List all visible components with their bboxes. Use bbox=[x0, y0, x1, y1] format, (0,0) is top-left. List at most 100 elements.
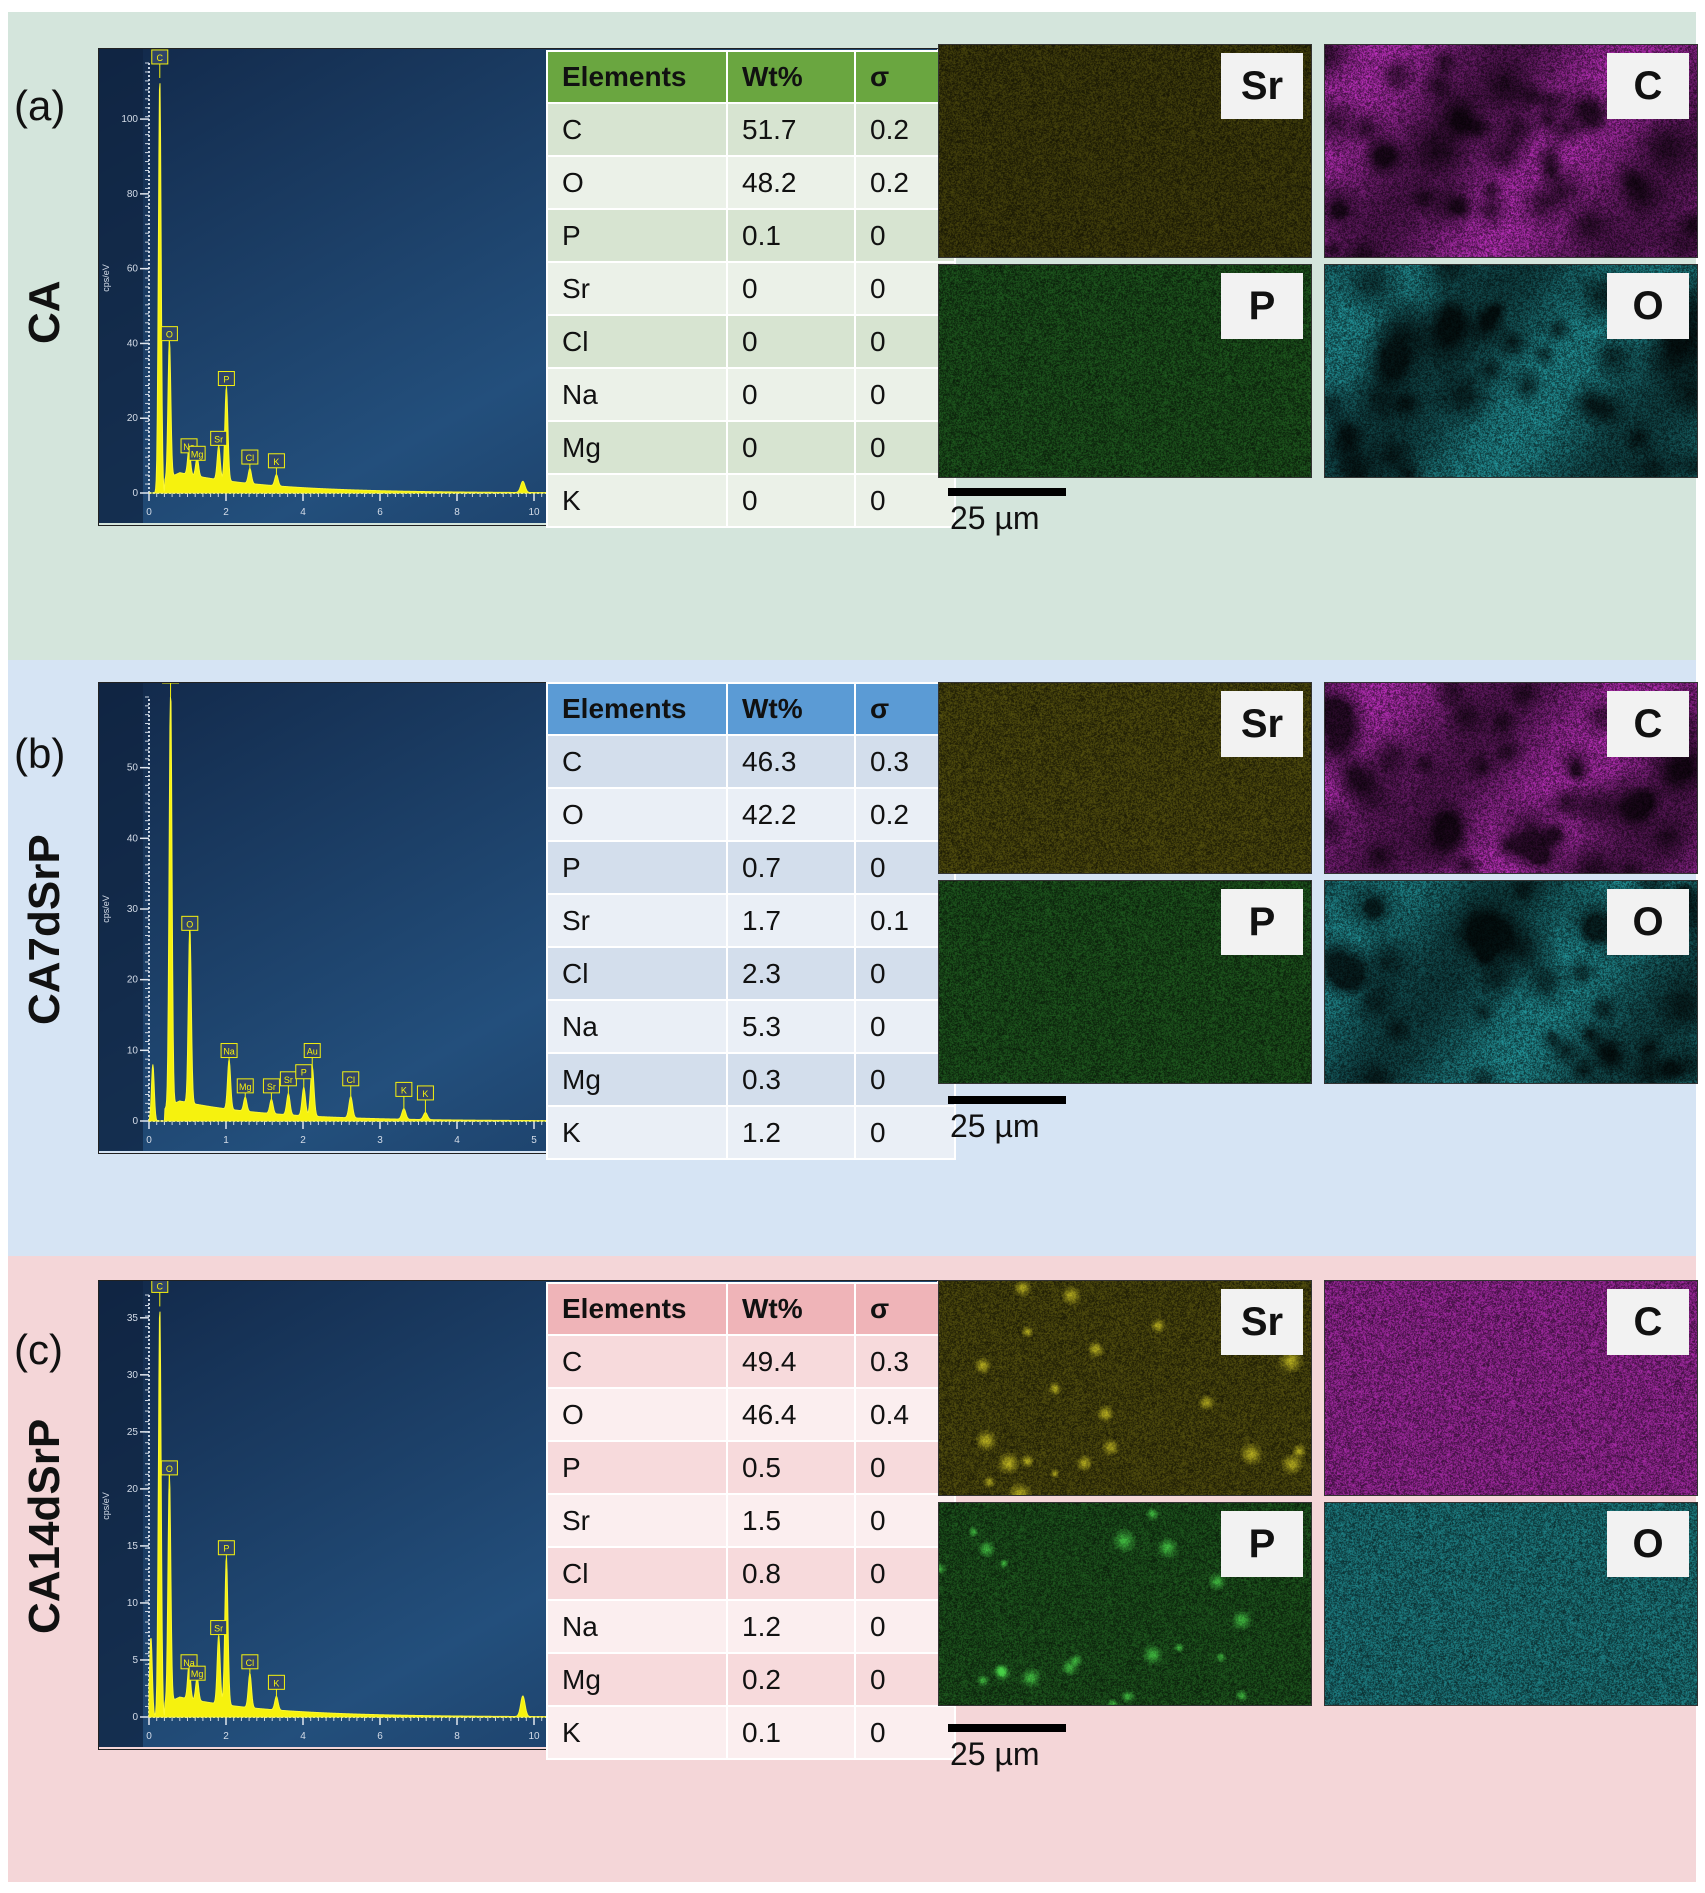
x-tick-label: 2 bbox=[223, 1731, 229, 1742]
wt-cell: 51.7 bbox=[726, 102, 856, 157]
table-row: Sr 0 0 bbox=[546, 261, 956, 316]
peak-label: Sr bbox=[214, 1624, 223, 1634]
peak-Au: Au bbox=[303, 1043, 321, 1072]
peak-K: K bbox=[267, 453, 285, 482]
y-tick-label: 5 bbox=[132, 1655, 138, 1666]
peak-K: K bbox=[267, 1674, 285, 1704]
x-tick-label: 0 bbox=[146, 1135, 152, 1146]
element-cell: Mg bbox=[546, 1052, 728, 1107]
table-row: Na 1.2 0 bbox=[546, 1599, 956, 1654]
y-tick-label: 20 bbox=[127, 413, 139, 424]
axis-strip bbox=[99, 49, 143, 523]
table-row: P 0.7 0 bbox=[546, 840, 956, 895]
peak-label-box bbox=[395, 1081, 413, 1097]
header-cell: Wt% bbox=[726, 50, 856, 104]
element-cell: O bbox=[546, 155, 728, 210]
map-label: O bbox=[1607, 1511, 1689, 1577]
peak-label: Mg bbox=[191, 1669, 204, 1679]
map-label: P bbox=[1221, 889, 1303, 955]
peak-label-box bbox=[188, 1665, 206, 1681]
wt-cell: 0.1 bbox=[726, 208, 856, 263]
map-label: P bbox=[1221, 273, 1303, 339]
peak-label: P bbox=[223, 375, 229, 385]
peak-label-box bbox=[210, 1620, 228, 1636]
peak-K: K bbox=[395, 1081, 413, 1111]
element-cell: K bbox=[546, 1705, 728, 1760]
peak-label: K bbox=[273, 1678, 279, 1688]
element-cell: Na bbox=[546, 367, 728, 422]
axis-strip bbox=[99, 683, 143, 1151]
y-tick-label: 15 bbox=[127, 1541, 139, 1552]
peak-Mg: Mg bbox=[236, 1078, 254, 1107]
table-row: K 1.2 0 bbox=[546, 1105, 956, 1160]
panel-CA7dSrP: (b)CA7dSrP0123456789keV01020304050cps/eV… bbox=[8, 660, 1698, 1256]
element-cell: C bbox=[546, 102, 728, 157]
wt-cell: 0.1 bbox=[726, 1705, 856, 1760]
peak-Cl: Cl bbox=[241, 449, 259, 479]
y-tick-label: 35 bbox=[127, 1313, 139, 1324]
header-row: Elements Wt% σ bbox=[546, 1282, 956, 1336]
peak-label: Sr bbox=[267, 1082, 276, 1092]
peak-label-box bbox=[151, 1281, 169, 1293]
peak-label: Mg bbox=[191, 449, 204, 459]
x-tick-label: 0 bbox=[146, 1731, 152, 1742]
y-tick-label: 25 bbox=[127, 1427, 139, 1438]
peak-Sr: Sr bbox=[210, 1620, 228, 1649]
y-tick-label: 80 bbox=[127, 189, 139, 200]
wt-cell: 5.3 bbox=[726, 999, 856, 1054]
panel-CA14dSrP: (c)CA14dSrP024681012141618keV05101520253… bbox=[8, 1256, 1698, 1882]
header-row: Elements Wt% σ bbox=[546, 50, 956, 104]
wt-cell: 1.7 bbox=[726, 893, 856, 948]
composition-table: Elements Wt% σ C 51.7 0.2 O 48.2 0.2 P 0.1 0 Sr 0 0 Cl 0… bbox=[546, 50, 956, 528]
table-row: Cl 2.3 0 bbox=[546, 946, 956, 1001]
peak-Cl: Cl bbox=[241, 1654, 259, 1683]
peak-label: Au bbox=[307, 1047, 318, 1057]
element-cell: P bbox=[546, 208, 728, 263]
peak-label-box bbox=[160, 1460, 178, 1476]
x-tick-label: 10 bbox=[528, 507, 540, 518]
y-axis-label: cps/eV bbox=[101, 895, 111, 923]
table-row: Mg 0.3 0 bbox=[546, 1052, 956, 1107]
map-label: C bbox=[1607, 691, 1689, 757]
y-tick-label: 20 bbox=[127, 975, 139, 986]
table-header: Elements Wt% σ bbox=[546, 50, 956, 104]
header-cell: Elements bbox=[546, 1282, 728, 1336]
peak-label-box bbox=[217, 371, 235, 387]
peak-label: C bbox=[157, 1281, 164, 1291]
x-tick-label: 8 bbox=[454, 507, 460, 518]
wt-cell: 0.5 bbox=[726, 1440, 856, 1495]
wt-cell: 0.7 bbox=[726, 840, 856, 895]
element-cell: Na bbox=[546, 1599, 728, 1654]
x-tick-label: 0 bbox=[146, 507, 152, 518]
axis-strip bbox=[99, 1281, 143, 1747]
scale-bar bbox=[948, 1096, 1066, 1104]
table-row: Sr 1.7 0.1 bbox=[546, 893, 956, 948]
map-P: P bbox=[938, 1502, 1312, 1706]
map-label: C bbox=[1607, 53, 1689, 119]
table-row: O 42.2 0.2 bbox=[546, 787, 956, 842]
sample-name: CA14dSrP bbox=[20, 1418, 69, 1634]
peak-label: Sr bbox=[284, 1075, 293, 1085]
table-header: Elements Wt% σ bbox=[546, 1282, 956, 1336]
wt-cell: 0 bbox=[726, 314, 856, 369]
scale-bar-label: 25 µm bbox=[950, 500, 1040, 536]
element-cell: Cl bbox=[546, 946, 728, 1001]
element-cell: Na bbox=[546, 999, 728, 1054]
peak-label-box bbox=[303, 1043, 321, 1059]
map-O: O bbox=[1324, 880, 1698, 1084]
sample-name: CA7dSrP bbox=[20, 834, 69, 1026]
x-tick-label: 3 bbox=[377, 1135, 383, 1146]
map-label: P bbox=[1221, 1511, 1303, 1577]
sigma-cell: 0 bbox=[854, 1705, 956, 1760]
x-tick-label: 4 bbox=[454, 1135, 460, 1146]
wt-cell: 0 bbox=[726, 261, 856, 316]
peak-label: Na bbox=[183, 1658, 195, 1668]
wt-cell: 1.5 bbox=[726, 1493, 856, 1548]
element-cell: P bbox=[546, 840, 728, 895]
peak-label-box bbox=[181, 915, 199, 931]
peak-label: C bbox=[157, 53, 164, 63]
table-row: Mg 0.2 0 bbox=[546, 1652, 956, 1707]
panel-letter: (c) bbox=[14, 1326, 63, 1373]
table-row: Cl 0 0 bbox=[546, 314, 956, 369]
